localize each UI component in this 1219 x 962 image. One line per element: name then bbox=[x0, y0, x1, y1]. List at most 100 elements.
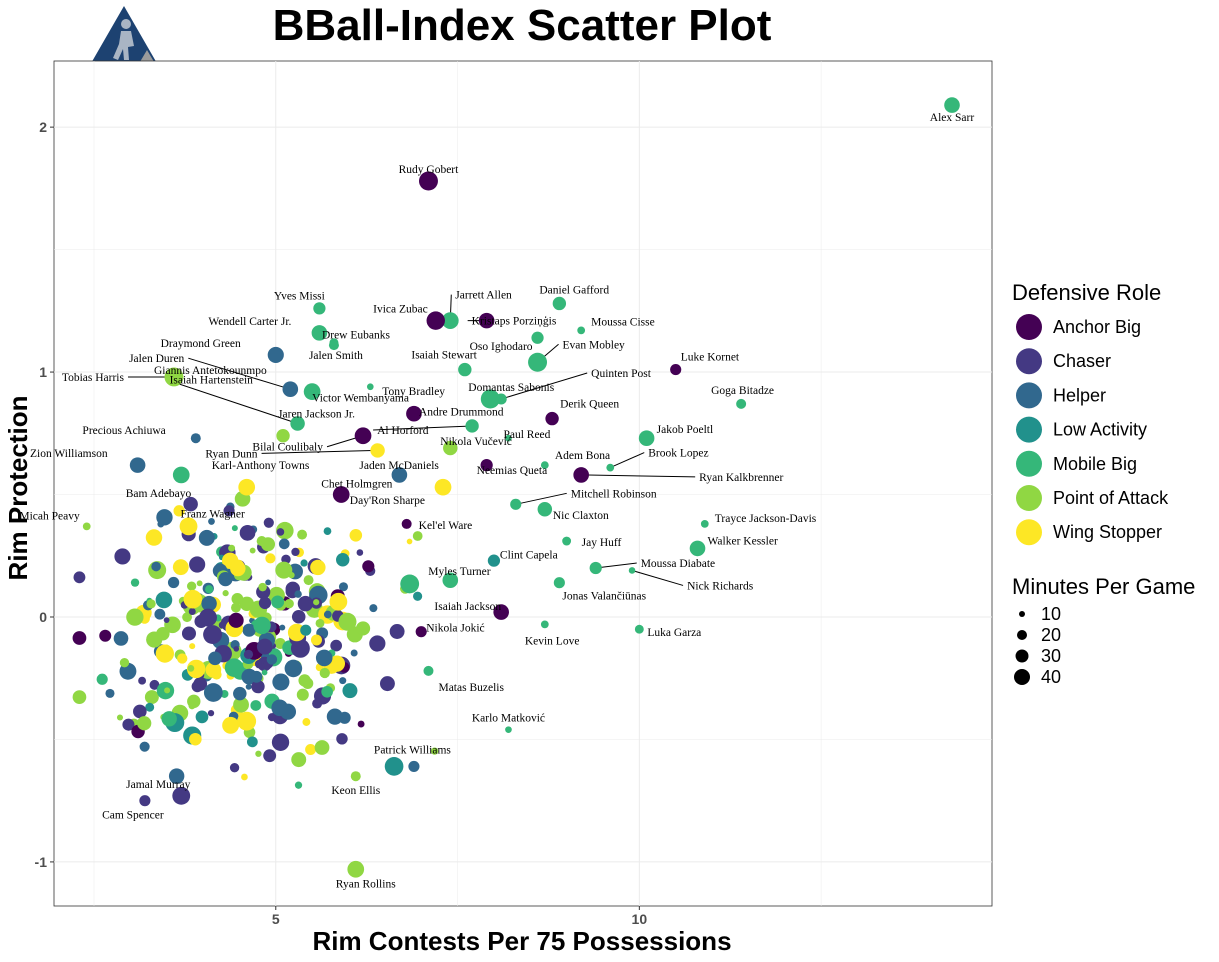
data-point bbox=[138, 676, 147, 685]
data-point bbox=[342, 683, 358, 699]
data-point bbox=[418, 171, 438, 191]
data-point bbox=[242, 623, 256, 637]
data-point bbox=[266, 654, 278, 665]
data-point bbox=[267, 346, 284, 363]
data-point bbox=[384, 757, 404, 776]
point-label: Daniel Gafford bbox=[539, 284, 609, 296]
data-point bbox=[251, 679, 265, 694]
data-point bbox=[406, 538, 413, 545]
point-label: Giannis Antetokounmpo bbox=[154, 365, 267, 377]
legend-size-label: 40 bbox=[1041, 667, 1061, 687]
data-point bbox=[349, 529, 363, 542]
data-point bbox=[168, 768, 185, 784]
data-point bbox=[606, 463, 615, 472]
data-point bbox=[430, 747, 439, 755]
data-point bbox=[298, 674, 311, 687]
data-point bbox=[357, 720, 365, 728]
data-point bbox=[239, 525, 256, 541]
point-label: Nikola Jokić bbox=[426, 623, 484, 635]
point-label: Tobias Harris bbox=[62, 372, 125, 384]
data-point bbox=[689, 540, 706, 557]
data-point bbox=[282, 381, 299, 398]
point-label: Jalen Smith bbox=[309, 350, 363, 362]
data-point bbox=[161, 711, 177, 727]
data-point bbox=[355, 621, 371, 636]
data-point bbox=[189, 556, 206, 573]
data-point bbox=[173, 505, 185, 517]
chart-title: BBall-Index Scatter Plot bbox=[273, 1, 772, 50]
data-point bbox=[480, 459, 493, 472]
data-point bbox=[271, 699, 289, 717]
data-point bbox=[284, 659, 303, 678]
data-point bbox=[319, 667, 330, 679]
data-point bbox=[326, 708, 343, 725]
point-label: Luka Garza bbox=[647, 627, 701, 639]
legend-color-label: Wing Stopper bbox=[1053, 522, 1162, 542]
data-point bbox=[82, 522, 91, 531]
background-points bbox=[72, 491, 439, 789]
data-point bbox=[577, 326, 586, 335]
data-point bbox=[222, 716, 240, 734]
point-label: Mitchell Robinson bbox=[571, 488, 657, 500]
data-point bbox=[531, 331, 544, 344]
data-point bbox=[276, 429, 290, 443]
data-point bbox=[294, 590, 302, 598]
data-point bbox=[465, 419, 479, 433]
data-point bbox=[328, 340, 339, 351]
point-label: Jakob Poeltl bbox=[657, 424, 714, 436]
point-label: Myles Turner bbox=[428, 566, 490, 578]
point-label: Jaren Jackson Jr. bbox=[278, 409, 355, 421]
data-point bbox=[122, 718, 135, 731]
data-point bbox=[237, 711, 257, 731]
data-point bbox=[300, 624, 312, 636]
point-label: Jalen Duren bbox=[129, 353, 184, 365]
data-point bbox=[263, 749, 277, 763]
data-point bbox=[181, 626, 196, 641]
data-point bbox=[271, 733, 290, 751]
data-point bbox=[401, 518, 412, 529]
data-point bbox=[350, 771, 361, 782]
data-point bbox=[296, 688, 309, 701]
data-point bbox=[263, 517, 274, 528]
point-label: Victor Wembanyama bbox=[312, 393, 409, 405]
data-point bbox=[139, 795, 151, 807]
data-point bbox=[291, 547, 300, 557]
legend-color-label: Anchor Big bbox=[1053, 317, 1141, 337]
data-point bbox=[250, 670, 263, 683]
data-point bbox=[207, 709, 215, 717]
data-point bbox=[313, 302, 326, 315]
data-point bbox=[208, 651, 222, 666]
data-point bbox=[105, 688, 115, 698]
point-label: Nic Claxton bbox=[553, 510, 609, 522]
data-point bbox=[323, 527, 332, 535]
data-point bbox=[253, 616, 271, 635]
leader-line bbox=[501, 372, 588, 400]
data-point bbox=[261, 669, 268, 676]
legend-size-swatch bbox=[1019, 611, 1025, 617]
data-point bbox=[205, 585, 214, 594]
legend-size-swatch bbox=[1017, 630, 1027, 640]
data-point bbox=[736, 398, 747, 409]
data-point bbox=[137, 716, 152, 731]
legend-color-label: Point of Attack bbox=[1053, 488, 1169, 508]
legend-color-swatch bbox=[1016, 450, 1042, 477]
data-point bbox=[146, 599, 156, 609]
data-point bbox=[139, 741, 150, 752]
point-label: Nick Richards bbox=[687, 580, 754, 592]
point-label: Cam Spencer bbox=[102, 810, 164, 822]
point-label: Patrick Williams bbox=[374, 744, 451, 756]
point-label: Drew Eubanks bbox=[322, 330, 391, 342]
data-point bbox=[265, 579, 272, 586]
data-point bbox=[336, 553, 350, 567]
data-point bbox=[203, 625, 223, 645]
point-label: Precious Achiuwa bbox=[82, 425, 165, 437]
data-point bbox=[255, 750, 262, 757]
data-point bbox=[218, 621, 226, 629]
data-point bbox=[540, 620, 549, 629]
point-label: Yves Missi bbox=[274, 290, 325, 302]
point-label: Keon Ellis bbox=[331, 785, 380, 797]
data-point bbox=[238, 478, 256, 496]
leader-line bbox=[261, 449, 378, 454]
data-point bbox=[315, 618, 325, 628]
point-label: Trayce Jackson-Davis bbox=[715, 513, 817, 525]
